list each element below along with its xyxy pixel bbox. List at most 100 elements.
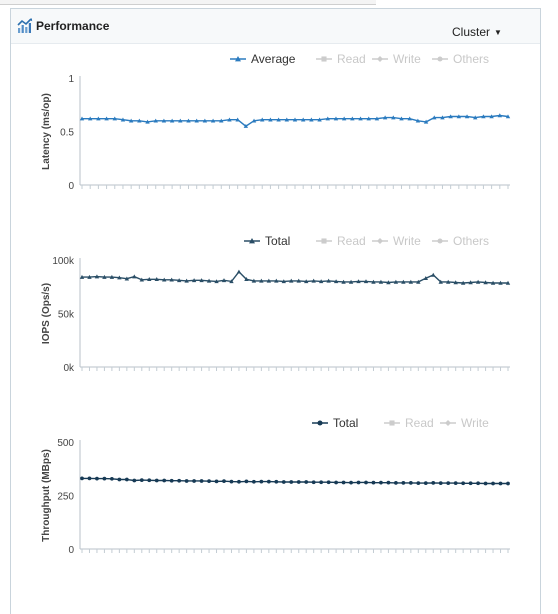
cluster-dropdown[interactable]: Cluster ▼: [452, 25, 502, 39]
data-point: [446, 481, 451, 485]
data-point: [366, 116, 371, 121]
data-point: [202, 118, 208, 123]
data-point: [401, 481, 406, 485]
data-point: [473, 115, 478, 120]
y-tick-label: 1: [68, 74, 74, 85]
data-point: [408, 481, 413, 485]
data-point: [394, 481, 398, 485]
legend: Total Read Write: [312, 416, 489, 430]
data-point: [489, 114, 494, 119]
data-point: [79, 116, 85, 121]
y-tick-label: 0k: [63, 363, 75, 374]
series-points-total: [79, 269, 511, 285]
data-point: [416, 481, 421, 485]
data-point: [317, 117, 322, 122]
data-point: [177, 478, 182, 483]
y-axis-label: Throughput (MBps): [41, 449, 52, 542]
legend: Total Read Write Others: [244, 234, 489, 248]
data-point: [219, 118, 224, 123]
data-point: [356, 279, 361, 284]
legend-item-read[interactable]: Read: [316, 52, 366, 66]
data-point: [289, 278, 294, 283]
legend-marker: [321, 238, 327, 244]
data-point: [154, 478, 159, 483]
data-point: [490, 280, 496, 285]
data-point: [284, 117, 290, 122]
series-points-average: [79, 113, 511, 128]
data-point: [192, 479, 196, 483]
data-point: [87, 476, 92, 481]
data-point: [382, 115, 388, 120]
data-point: [176, 278, 182, 283]
data-point: [438, 279, 443, 284]
legend-item-total[interactable]: Total: [312, 416, 358, 430]
data-point: [124, 477, 129, 482]
y-tick-label: 250: [57, 492, 74, 503]
data-point: [309, 117, 314, 122]
data-point: [386, 480, 391, 485]
data-point: [319, 480, 324, 485]
data-point: [498, 280, 503, 285]
data-point: [438, 481, 443, 485]
data-point: [229, 279, 234, 284]
data-point: [222, 479, 226, 484]
data-point: [147, 277, 152, 282]
legend-item-write[interactable]: Write: [440, 416, 489, 430]
data-point: [194, 118, 199, 123]
data-point: [348, 279, 354, 284]
legend-item-write[interactable]: Write: [372, 52, 421, 66]
legend-marker: [437, 56, 443, 62]
legend-item-write[interactable]: Write: [372, 234, 421, 248]
data-point: [112, 116, 117, 121]
legend-item-read[interactable]: Read: [316, 234, 366, 248]
latency-chart: Average Read Write Others Latency (ms/op) 0 0.…: [41, 52, 511, 192]
legend-label: Others: [453, 52, 489, 66]
data-point: [476, 481, 480, 486]
legend-item-others[interactable]: Others: [432, 52, 489, 66]
data-point: [102, 274, 107, 279]
data-point: [95, 476, 99, 481]
data-point: [341, 480, 346, 485]
legend-label: Average: [251, 52, 296, 66]
data-point: [333, 116, 339, 121]
legend-marker: [437, 238, 443, 244]
data-point: [289, 480, 294, 484]
data-point: [350, 116, 355, 121]
data-point: [184, 479, 189, 483]
data-point: [423, 275, 428, 280]
data-point: [104, 116, 109, 121]
data-point: [292, 117, 298, 122]
legend-marker: [321, 56, 327, 62]
data-point: [318, 279, 324, 284]
legend-item-average[interactable]: Average: [230, 52, 296, 66]
data-point: [178, 118, 183, 123]
chart-trend-icon: [17, 18, 33, 33]
data-point: [379, 480, 383, 485]
data-point: [423, 119, 429, 124]
legend: Average Read Write Others: [230, 52, 489, 66]
data-point: [87, 116, 93, 121]
y-tick-label: 500: [57, 438, 74, 449]
data-point: [147, 478, 152, 483]
data-point: [169, 478, 174, 483]
data-point: [169, 118, 175, 123]
legend-item-total[interactable]: Total: [244, 234, 290, 248]
data-point: [311, 480, 316, 485]
data-point: [169, 277, 174, 282]
data-point: [161, 118, 167, 123]
data-point: [453, 481, 458, 485]
data-point: [132, 274, 137, 279]
data-point: [162, 277, 167, 282]
legend-item-read[interactable]: Read: [384, 416, 434, 430]
legend-marker: [377, 56, 383, 62]
data-point: [199, 479, 204, 483]
data-point: [334, 480, 338, 485]
data-point: [371, 279, 376, 284]
data-point: [468, 481, 473, 486]
data-point: [229, 479, 234, 484]
data-point: [154, 277, 159, 282]
legend-item-others[interactable]: Others: [432, 234, 489, 248]
data-point: [497, 113, 503, 118]
data-point: [186, 118, 191, 123]
data-point: [468, 280, 473, 285]
